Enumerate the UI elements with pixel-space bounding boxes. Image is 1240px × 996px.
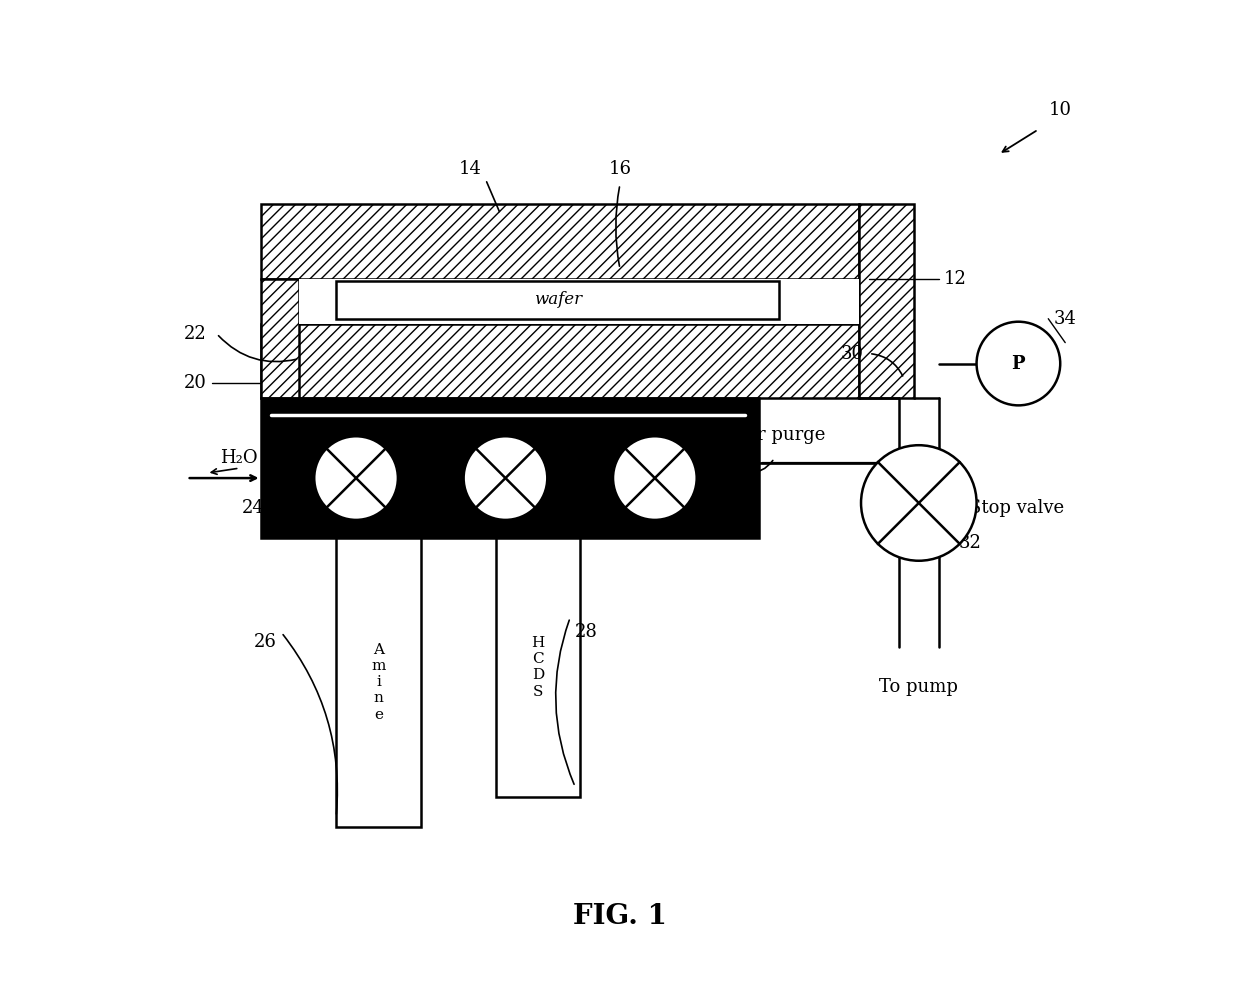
Bar — [262, 204, 859, 279]
Bar — [859, 204, 914, 398]
Text: H
C
D
S: H C D S — [531, 636, 544, 698]
Circle shape — [613, 436, 697, 520]
Text: Stop valve: Stop valve — [968, 499, 1064, 517]
Bar — [299, 279, 859, 324]
Text: 20: 20 — [184, 374, 207, 392]
Text: FIG. 1: FIG. 1 — [573, 902, 667, 930]
Bar — [262, 398, 759, 538]
Circle shape — [464, 436, 547, 520]
Bar — [336, 281, 780, 319]
Text: wafer: wafer — [533, 291, 582, 309]
Bar — [336, 538, 420, 827]
Text: P: P — [1012, 355, 1025, 373]
Circle shape — [977, 322, 1060, 405]
Text: 24: 24 — [242, 499, 264, 517]
Text: 16: 16 — [609, 160, 631, 178]
Text: Ar purge: Ar purge — [744, 426, 826, 444]
Text: 22: 22 — [184, 325, 207, 343]
Bar — [262, 324, 859, 398]
Circle shape — [861, 445, 977, 561]
Bar — [262, 279, 299, 398]
Text: 18: 18 — [714, 514, 738, 532]
Circle shape — [314, 436, 398, 520]
Text: 10: 10 — [1048, 101, 1071, 119]
Text: 28: 28 — [575, 623, 598, 641]
Text: 26: 26 — [253, 633, 277, 651]
Text: H₂O: H₂O — [219, 449, 257, 467]
Text: To pump: To pump — [879, 678, 959, 696]
Text: 12: 12 — [944, 270, 966, 288]
Text: 34: 34 — [1053, 310, 1076, 328]
Text: A
m
i
n
e: A m i n e — [371, 642, 386, 722]
Text: 14: 14 — [459, 160, 482, 178]
Text: 36: 36 — [734, 474, 758, 492]
Bar — [496, 538, 580, 797]
Text: 30: 30 — [841, 345, 864, 363]
Text: 32: 32 — [959, 534, 982, 552]
